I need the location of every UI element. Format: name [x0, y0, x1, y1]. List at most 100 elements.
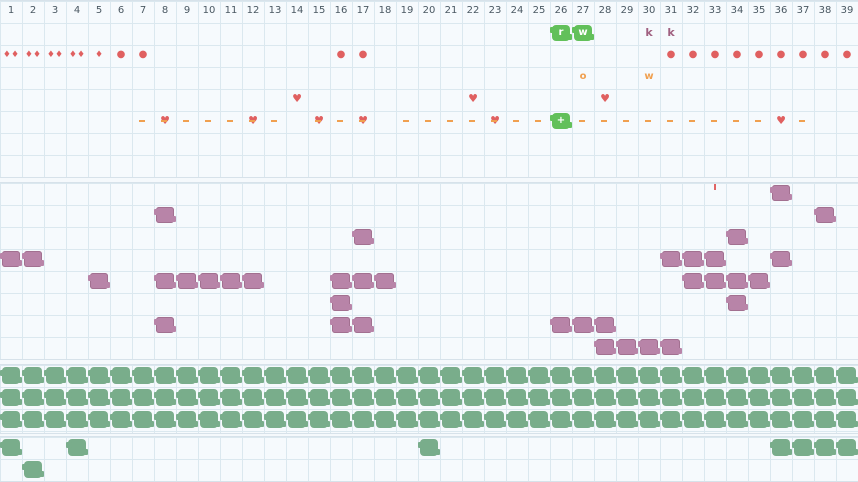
column-number: 2	[29, 5, 37, 16]
foliage-blob	[748, 411, 770, 428]
column-number: 19	[400, 5, 414, 16]
foliage-blob	[836, 389, 858, 406]
creature-blob[interactable]	[704, 273, 726, 289]
column-number: 16	[334, 5, 348, 16]
ground-blob[interactable]	[836, 439, 858, 456]
foliage-blob	[0, 389, 22, 406]
creature-blob[interactable]	[242, 273, 264, 289]
creature-blob[interactable]	[770, 251, 792, 267]
creature-blob[interactable]	[374, 273, 396, 289]
foliage-blob	[770, 411, 792, 428]
foliage-blob	[572, 367, 594, 384]
ground-blob[interactable]	[0, 439, 22, 456]
foliage-blob	[66, 367, 88, 384]
foliage-blob	[198, 411, 220, 428]
creature-blob[interactable]	[748, 273, 770, 289]
dash-mark	[535, 120, 541, 122]
column-number: 25	[532, 5, 546, 16]
column-number: 11	[224, 5, 238, 16]
dash-mark	[227, 120, 233, 122]
foliage-blob	[264, 411, 286, 428]
dash-mark	[271, 120, 277, 122]
creature-blob[interactable]	[176, 273, 198, 289]
creature-blob[interactable]	[682, 251, 704, 267]
creature-blob[interactable]	[660, 251, 682, 267]
column-number: 7	[139, 5, 147, 16]
foliage-blob	[550, 411, 572, 428]
foliage-blob	[748, 389, 770, 406]
creature-blob[interactable]	[814, 207, 836, 223]
ground-blob[interactable]	[66, 439, 88, 456]
foliage-blob	[154, 367, 176, 384]
creature-blob[interactable]	[330, 273, 352, 289]
creature-blob[interactable]	[352, 229, 374, 245]
foliage-blob	[550, 367, 572, 384]
ground-blob[interactable]	[792, 439, 814, 456]
creature-blob[interactable]	[330, 295, 352, 311]
creature-blob[interactable]	[616, 339, 638, 355]
creature-blob[interactable]	[0, 251, 22, 267]
unit-tile[interactable]: r	[550, 25, 572, 41]
foliage-blob	[506, 411, 528, 428]
column-number: 17	[356, 5, 370, 16]
foliage-blob	[176, 389, 198, 406]
creature-blob[interactable]	[22, 251, 44, 267]
foliage-blob	[132, 411, 154, 428]
foliage-blob	[242, 411, 264, 428]
foliage-blob	[682, 367, 704, 384]
ground-blob[interactable]	[22, 461, 44, 478]
creature-blob[interactable]	[682, 273, 704, 289]
creature-blob[interactable]	[594, 317, 616, 333]
foliage-blob	[484, 411, 506, 428]
creature-blob[interactable]	[198, 273, 220, 289]
unit-tile[interactable]: +	[550, 113, 572, 129]
foliage-blob	[110, 411, 132, 428]
creature-blob[interactable]	[704, 251, 726, 267]
ground-blob[interactable]	[814, 439, 836, 456]
creature-blob[interactable]	[726, 229, 748, 245]
heart-glyph: ♥	[468, 92, 478, 105]
foliage-blob	[682, 411, 704, 428]
foliage-blob	[572, 411, 594, 428]
foliage-blob	[528, 389, 550, 406]
column-number: 21	[444, 5, 458, 16]
creature-blob[interactable]	[572, 317, 594, 333]
creature-blob[interactable]	[154, 207, 176, 223]
creature-blob[interactable]	[352, 317, 374, 333]
foliage-blob	[814, 411, 836, 428]
foliage-blob	[682, 389, 704, 406]
column-number: 4	[73, 5, 81, 16]
creature-blob[interactable]	[330, 317, 352, 333]
foliage-blob	[220, 411, 242, 428]
creature-blob[interactable]	[154, 273, 176, 289]
creature-blob[interactable]	[638, 339, 660, 355]
creature-blob[interactable]	[88, 273, 110, 289]
foliage-blob	[264, 367, 286, 384]
creature-blob[interactable]	[220, 273, 242, 289]
unit-tile[interactable]: w	[572, 25, 594, 41]
dash-mark	[491, 120, 497, 122]
creature-blob[interactable]	[594, 339, 616, 355]
ground-blob[interactable]	[418, 439, 440, 456]
foliage-blob	[198, 367, 220, 384]
dash-mark	[161, 120, 167, 122]
column-number: 28	[598, 5, 612, 16]
foliage-blob	[154, 411, 176, 428]
creature-blob[interactable]	[726, 295, 748, 311]
creature-blob[interactable]	[550, 317, 572, 333]
heart-glyph: ♥	[292, 92, 302, 105]
foliage-blob	[264, 389, 286, 406]
creature-blob[interactable]	[154, 317, 176, 333]
creature-blob[interactable]	[726, 273, 748, 289]
column-number: 18	[378, 5, 392, 16]
foliage-blob	[0, 367, 22, 384]
creature-blob[interactable]	[770, 185, 792, 201]
foliage-blob	[330, 389, 352, 406]
creature-blob[interactable]	[352, 273, 374, 289]
ground-blob[interactable]	[770, 439, 792, 456]
dash-mark	[183, 120, 189, 122]
creature-blob[interactable]	[660, 339, 682, 355]
dot-glyph: ●	[754, 49, 764, 60]
column-number: 34	[730, 5, 744, 16]
